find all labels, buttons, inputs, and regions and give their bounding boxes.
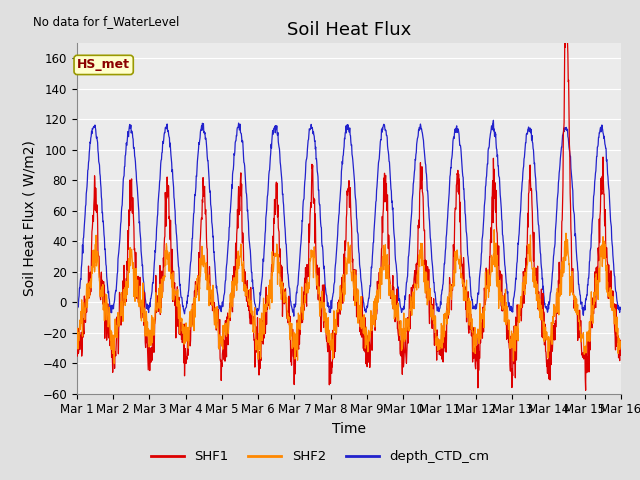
Text: HS_met: HS_met (77, 59, 130, 72)
Title: Soil Heat Flux: Soil Heat Flux (287, 21, 411, 39)
Text: No data for f_WaterLevel: No data for f_WaterLevel (33, 15, 180, 28)
Y-axis label: Soil Heat Flux ( W/m2): Soil Heat Flux ( W/m2) (23, 141, 36, 296)
X-axis label: Time: Time (332, 422, 366, 436)
Legend: SHF1, SHF2, depth_CTD_cm: SHF1, SHF2, depth_CTD_cm (145, 445, 495, 468)
